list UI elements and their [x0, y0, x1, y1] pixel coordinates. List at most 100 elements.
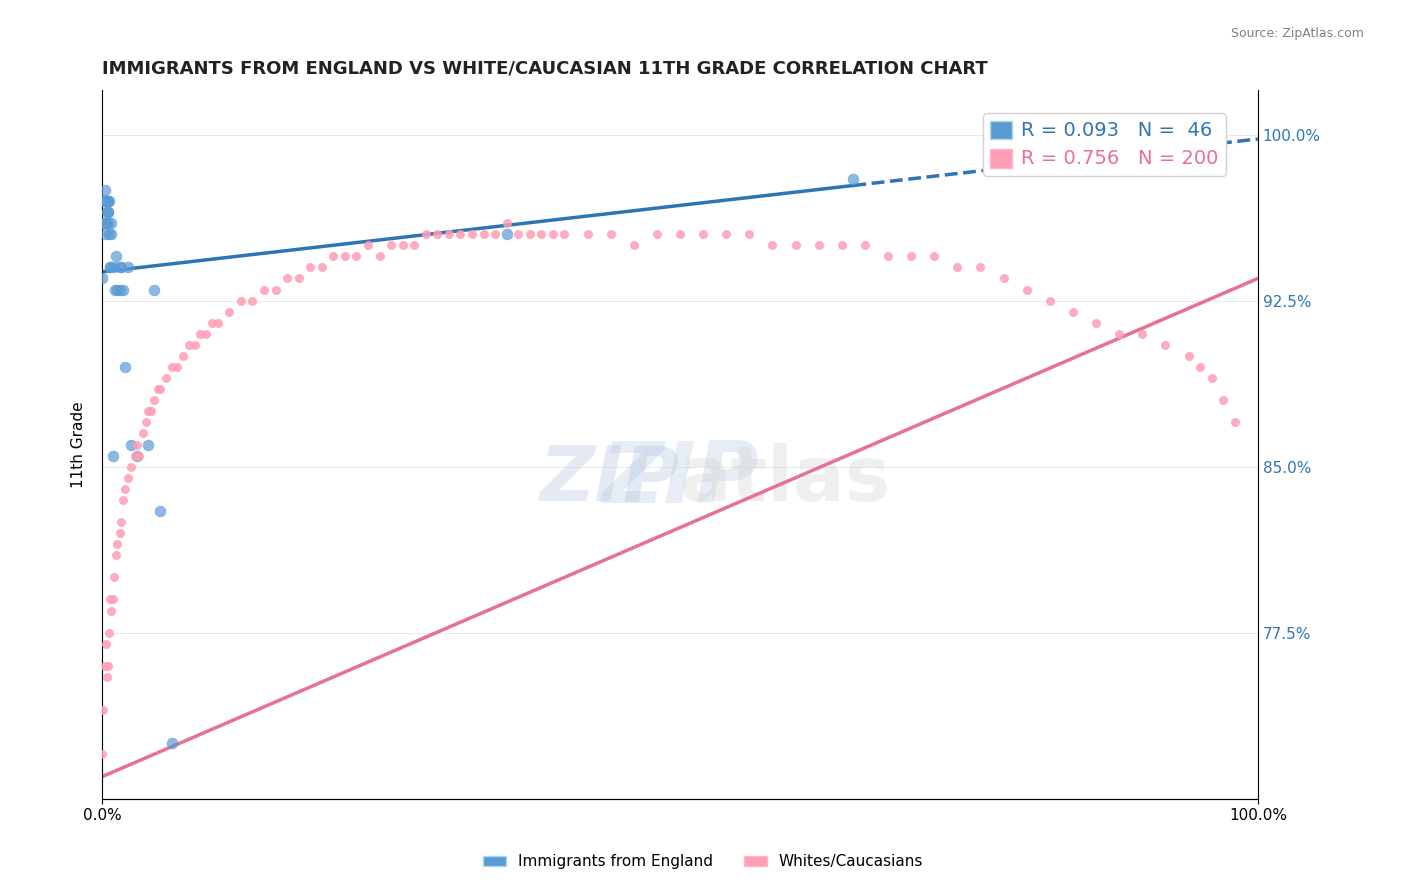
Point: [530, 227, 553, 242]
Point: [100, 216, 122, 230]
Point: [111, 492, 134, 507]
Point: [138, 437, 160, 451]
Point: [357, 238, 380, 252]
Point: [1177, 349, 1199, 363]
Point: [94, 637, 117, 651]
Legend: R = 0.093   N =  46, R = 0.756   N = 200: R = 0.093 N = 46, R = 0.756 N = 200: [983, 113, 1226, 176]
Point: [97, 216, 120, 230]
Point: [146, 382, 169, 396]
Point: [149, 504, 172, 518]
Point: [391, 238, 413, 252]
Point: [322, 249, 344, 263]
Point: [105, 249, 128, 263]
Point: [93, 183, 115, 197]
Point: [333, 249, 356, 263]
Point: [201, 316, 224, 330]
Point: [190, 326, 212, 341]
Point: [195, 326, 218, 341]
Point: [104, 283, 127, 297]
Y-axis label: 11th Grade: 11th Grade: [72, 401, 86, 488]
Point: [1062, 304, 1084, 318]
Point: [94, 194, 117, 208]
Point: [461, 227, 484, 242]
Point: [108, 283, 131, 297]
Point: [96, 194, 118, 208]
Point: [91, 271, 114, 285]
Point: [437, 227, 460, 242]
Point: [96, 670, 118, 684]
Point: [404, 238, 426, 252]
Point: [111, 283, 134, 297]
Point: [93, 194, 115, 208]
Point: [669, 227, 692, 242]
Point: [449, 227, 471, 242]
Point: [484, 227, 506, 242]
Point: [1154, 338, 1177, 352]
Point: [105, 537, 128, 551]
Point: [98, 260, 121, 275]
Point: [287, 271, 309, 285]
Point: [131, 426, 153, 441]
Point: [97, 194, 120, 208]
Point: [183, 338, 205, 352]
Point: [98, 625, 121, 640]
Point: [738, 227, 761, 242]
Point: [761, 238, 783, 252]
Point: [96, 205, 118, 219]
Point: [93, 703, 115, 717]
Point: [368, 249, 391, 263]
Point: [94, 216, 117, 230]
Point: [993, 271, 1015, 285]
Point: [785, 238, 807, 252]
Point: [576, 227, 599, 242]
Point: [114, 482, 136, 496]
Point: [1108, 326, 1130, 341]
Point: [716, 227, 738, 242]
Point: [969, 260, 991, 275]
Point: [138, 404, 160, 418]
Point: [831, 238, 853, 252]
Point: [380, 238, 402, 252]
Point: [508, 227, 530, 242]
Point: [177, 338, 200, 352]
Point: [149, 382, 172, 396]
Point: [218, 304, 240, 318]
Point: [105, 283, 128, 297]
Point: [100, 603, 122, 617]
Point: [1189, 359, 1212, 374]
Point: [103, 260, 125, 275]
Point: [495, 227, 517, 242]
Point: [94, 194, 117, 208]
Point: [160, 359, 183, 374]
Point: [135, 416, 157, 430]
Point: [877, 249, 900, 263]
Text: ZIP: ZIP: [540, 443, 681, 517]
Point: [103, 570, 125, 584]
Point: [1130, 326, 1153, 341]
Point: [93, 194, 115, 208]
Point: [1212, 393, 1234, 408]
Point: [1201, 371, 1223, 385]
Point: [98, 194, 121, 208]
Point: [842, 171, 865, 186]
Point: [120, 459, 142, 474]
Point: [120, 437, 142, 451]
Point: [155, 371, 177, 385]
Point: [124, 449, 146, 463]
Point: [96, 194, 118, 208]
Point: [229, 293, 252, 308]
Point: [264, 283, 287, 297]
Point: [101, 449, 124, 463]
Point: [97, 205, 120, 219]
Point: [128, 449, 150, 463]
Point: [108, 526, 131, 541]
Point: [93, 659, 115, 673]
Point: [299, 260, 322, 275]
Point: [495, 216, 517, 230]
Point: [645, 227, 668, 242]
Point: [807, 238, 830, 252]
Point: [139, 404, 162, 418]
Point: [166, 359, 188, 374]
Text: IMMIGRANTS FROM ENGLAND VS WHITE/CAUCASIAN 11TH GRADE CORRELATION CHART: IMMIGRANTS FROM ENGLAND VS WHITE/CAUCASI…: [103, 60, 988, 78]
Point: [100, 227, 122, 242]
